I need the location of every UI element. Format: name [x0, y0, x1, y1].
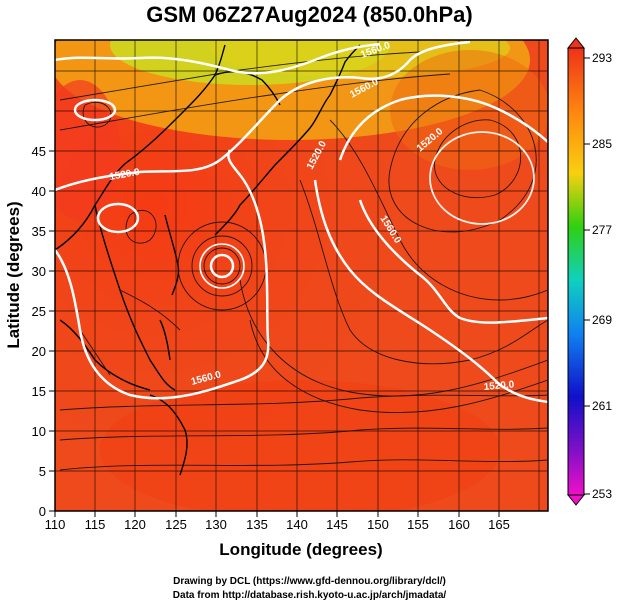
- contour-label: 1520.0: [109, 167, 141, 183]
- lat-tick-label: 5: [39, 464, 46, 479]
- lon-tick-label: 130: [205, 517, 227, 532]
- colorbar-gradient: [567, 47, 585, 496]
- lon-tick-label: 120: [124, 517, 146, 532]
- contour-label: 1520.0: [483, 379, 515, 393]
- lat-tick-label: 0: [39, 504, 46, 519]
- colorbar-label: 269: [592, 313, 612, 327]
- lon-tick-label: 150: [367, 517, 389, 532]
- lon-tick-label: 140: [286, 517, 308, 532]
- x-axis-label: Longitude (degrees): [219, 540, 382, 559]
- lat-tick-label: 15: [32, 384, 46, 399]
- lat-tick-label: 30: [32, 264, 46, 279]
- lat-tick-label: 25: [32, 304, 46, 319]
- lon-tick-label: 135: [246, 517, 268, 532]
- map-title: GSM 06Z27Aug2024 (850.0hPa): [146, 2, 473, 27]
- contours: [55, 40, 548, 404]
- lon-tick-label: 125: [165, 517, 187, 532]
- colorbar-label: 253: [592, 487, 612, 501]
- lon-tick-label: 115: [85, 517, 106, 532]
- lon-tick-label: 110: [45, 517, 66, 532]
- plot-frame: [54, 39, 549, 512]
- colorbar-label: 261: [592, 399, 612, 413]
- lat-tick-label: 45: [32, 144, 46, 159]
- lon-tick-label: 165: [488, 517, 510, 532]
- colorbar-label: 293: [592, 51, 612, 65]
- lat-tick-label: 20: [32, 344, 46, 359]
- colorbar: 293 285 277 269 261 253: [566, 37, 612, 506]
- y-axis-label: Latitude (degrees): [4, 201, 23, 348]
- colorbar-bottom-arrow: [566, 494, 586, 506]
- lat-tick-label: 35: [32, 224, 46, 239]
- lon-tick-label: 160: [448, 517, 470, 532]
- lon-tick-label: 155: [407, 517, 429, 532]
- grid: [55, 40, 548, 511]
- colorbar-label: 285: [592, 137, 612, 151]
- credit-data: Data from http://database.rish.kyoto-u.a…: [172, 590, 447, 601]
- lon-tick-label: 145: [326, 517, 348, 532]
- colorbar-label: 277: [592, 223, 612, 237]
- credit-drawing: Drawing by DCL (https://www.gfd-dennou.o…: [173, 576, 446, 587]
- lat-tick-label: 40: [32, 184, 46, 199]
- streamlines: [59, 51, 548, 471]
- lat-tick-label: 10: [32, 424, 46, 439]
- colorbar-top-arrow: [566, 37, 586, 49]
